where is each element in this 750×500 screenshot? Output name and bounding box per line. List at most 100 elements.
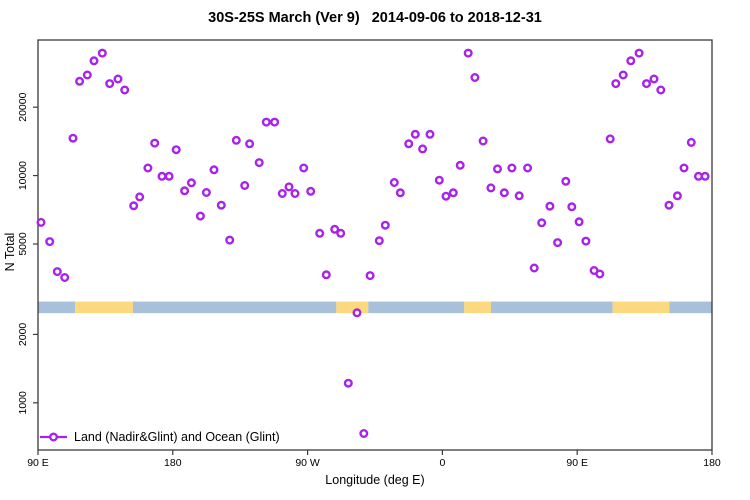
data-point [618, 70, 628, 80]
chart-title: 30S-25S March (Ver 9) 2014-09-06 to 2018… [208, 10, 542, 26]
data-point [574, 217, 584, 227]
surface-band-segment-ocean [132, 301, 337, 314]
x-axis-tick-label: 90 E [566, 457, 588, 469]
data-point [270, 117, 280, 127]
data-point [499, 188, 509, 198]
x-axis-tick-label: 90 E [27, 457, 49, 469]
surface-band-segment-ocean [38, 301, 76, 314]
data-point [463, 48, 473, 58]
data-point [410, 129, 420, 139]
data-point [105, 79, 115, 89]
data-point [404, 139, 414, 149]
data-point [135, 192, 145, 202]
data-point [186, 178, 196, 188]
data-point [679, 163, 689, 173]
data-point [299, 163, 309, 173]
data-point [656, 85, 666, 95]
surface-band-segment-land [464, 301, 491, 314]
data-point [245, 139, 255, 149]
x-axis-label: Longitude (deg E) [325, 473, 425, 487]
data-point [561, 176, 571, 186]
data-point [434, 175, 444, 185]
data-point [455, 160, 465, 170]
y-axis-tick-label: 1000 [17, 391, 29, 415]
legend-marker [49, 432, 59, 442]
data-point [352, 308, 362, 318]
x-axis-tick-label: 180 [703, 457, 721, 469]
data-point [171, 145, 181, 155]
data-point [374, 236, 384, 246]
data-point [686, 137, 696, 147]
y-axis-tick-label: 20000 [17, 92, 29, 121]
data-point [425, 129, 435, 139]
surface-band-segment-ocean [669, 301, 712, 314]
data-point [195, 211, 205, 221]
data-point [277, 188, 287, 198]
data-point [529, 263, 539, 273]
data-point [553, 238, 563, 248]
data-point [164, 171, 174, 181]
data-point [60, 273, 70, 283]
data-point [448, 188, 458, 198]
data-point [75, 76, 85, 86]
data-point [216, 200, 226, 210]
y-axis-label: N Total [3, 232, 17, 272]
data-point [507, 163, 517, 173]
data-point [284, 182, 294, 192]
surface-band-segment-land [612, 301, 670, 314]
data-point [595, 269, 605, 279]
surface-band-segment-ocean [368, 301, 465, 314]
data-point [389, 177, 399, 187]
data-point [664, 200, 674, 210]
data-point [537, 218, 547, 228]
surface-band-segment-land [336, 301, 369, 314]
data-point [89, 56, 99, 66]
data-point [700, 171, 710, 181]
data-point [157, 171, 167, 181]
data-point [626, 56, 636, 66]
data-point [672, 191, 682, 201]
data-point [45, 237, 55, 247]
x-axis-tick-label: 0 [439, 457, 445, 469]
data-point [418, 144, 428, 154]
data-point [97, 48, 107, 58]
x-axis-tick-label: 90 W [295, 457, 320, 469]
data-point [201, 187, 211, 197]
data-point [240, 180, 250, 190]
legend-label: Land (Nadir&Glint) and Ocean (Glint) [74, 430, 280, 444]
data-point [209, 165, 219, 175]
data-point [68, 133, 78, 143]
data-point [321, 270, 331, 280]
data-point [225, 235, 235, 245]
data-point [395, 188, 405, 198]
data-point [315, 228, 325, 238]
data-point [343, 378, 353, 388]
data-point [642, 79, 652, 89]
data-point [649, 74, 659, 84]
data-point [82, 70, 92, 80]
data-point [336, 228, 346, 238]
data-point [290, 188, 300, 198]
data-point [545, 201, 555, 211]
data-point [150, 138, 160, 148]
data-point [330, 224, 340, 234]
data-point [231, 135, 241, 145]
data-point [478, 136, 488, 146]
data-point [380, 220, 390, 230]
data-point [359, 429, 369, 439]
data-point [634, 48, 644, 58]
data-point [441, 191, 451, 201]
data-point [493, 164, 503, 174]
data-point [113, 74, 123, 84]
data-point [180, 186, 190, 196]
data-point [514, 191, 524, 201]
data-point [523, 163, 533, 173]
y-axis-tick-label: 5000 [17, 232, 29, 256]
x-axis-tick-label: 180 [164, 457, 182, 469]
data-point [143, 163, 153, 173]
data-point [470, 72, 480, 82]
data-point [306, 186, 316, 196]
data-point [261, 117, 271, 127]
